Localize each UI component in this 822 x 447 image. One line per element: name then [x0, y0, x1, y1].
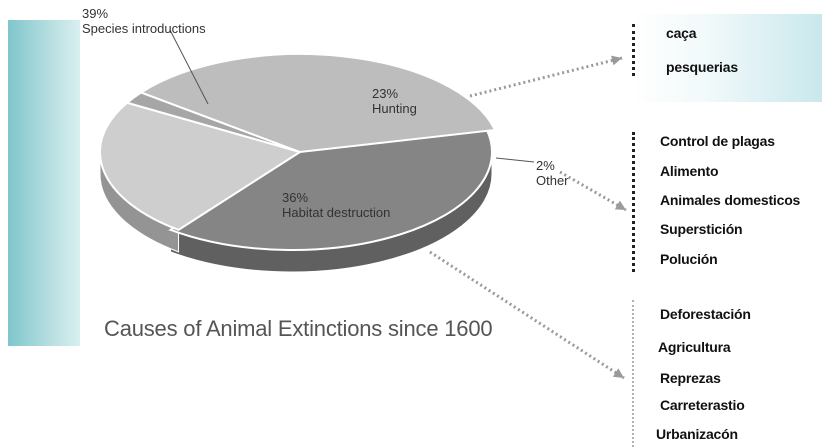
pie-slice-species-introductions	[168, 128, 493, 251]
name-other: Other	[536, 173, 569, 188]
group-divider-habitat	[632, 300, 634, 447]
label-hunting: 23% Hunting	[372, 86, 417, 116]
hunting-item: caça	[666, 25, 697, 41]
arrowhead-other	[614, 200, 626, 210]
habitat-item: Reprezas	[660, 370, 721, 386]
chart-title: Causes of Animal Extinctions since 1600	[104, 316, 493, 341]
other-item: Control de plagas	[660, 133, 775, 149]
pct-species-introductions: 39%	[82, 6, 109, 21]
leader-line-species-introductions	[169, 29, 209, 105]
group-divider-hunting	[632, 24, 635, 76]
pie-slice-hunting	[99, 101, 303, 231]
name-species-introductions: Species introductions	[82, 21, 206, 36]
habitat-item: Deforestación	[660, 306, 751, 322]
group-divider-other	[632, 132, 635, 272]
arrow-hunting	[469, 56, 623, 98]
label-habitat-destruction: 36% Habitat destruction	[282, 190, 390, 220]
other-item: Superstición	[660, 221, 743, 237]
arrow-other	[559, 170, 627, 212]
right-accent-panel	[632, 14, 822, 102]
pct-other: 2%	[536, 158, 555, 173]
pie-slice-habitat-destruction	[138, 53, 497, 154]
habitat-item: Agricultura	[658, 339, 731, 355]
arrowhead-hunting	[611, 55, 622, 66]
label-species-introductions: 39% Species introductions	[82, 6, 206, 36]
other-item: Alimento	[660, 163, 719, 179]
other-item: Polución	[660, 251, 718, 267]
name-hunting: Hunting	[372, 101, 417, 116]
leader-line-other	[495, 157, 535, 163]
label-other: 2% Other	[536, 158, 569, 188]
arrowhead-habitat	[612, 368, 624, 378]
arrow-habitat	[429, 250, 625, 380]
name-habitat-destruction: Habitat destruction	[282, 205, 391, 220]
habitat-item: Carreterastio	[660, 397, 745, 413]
habitat-item: Urbanizacón	[656, 426, 738, 442]
pct-hunting: 23%	[372, 86, 399, 101]
other-item: Animales domesticos	[660, 192, 801, 208]
left-accent-panel	[8, 20, 80, 346]
pct-habitat-destruction: 36%	[282, 190, 309, 205]
hunting-item: pesquerias	[666, 59, 738, 75]
